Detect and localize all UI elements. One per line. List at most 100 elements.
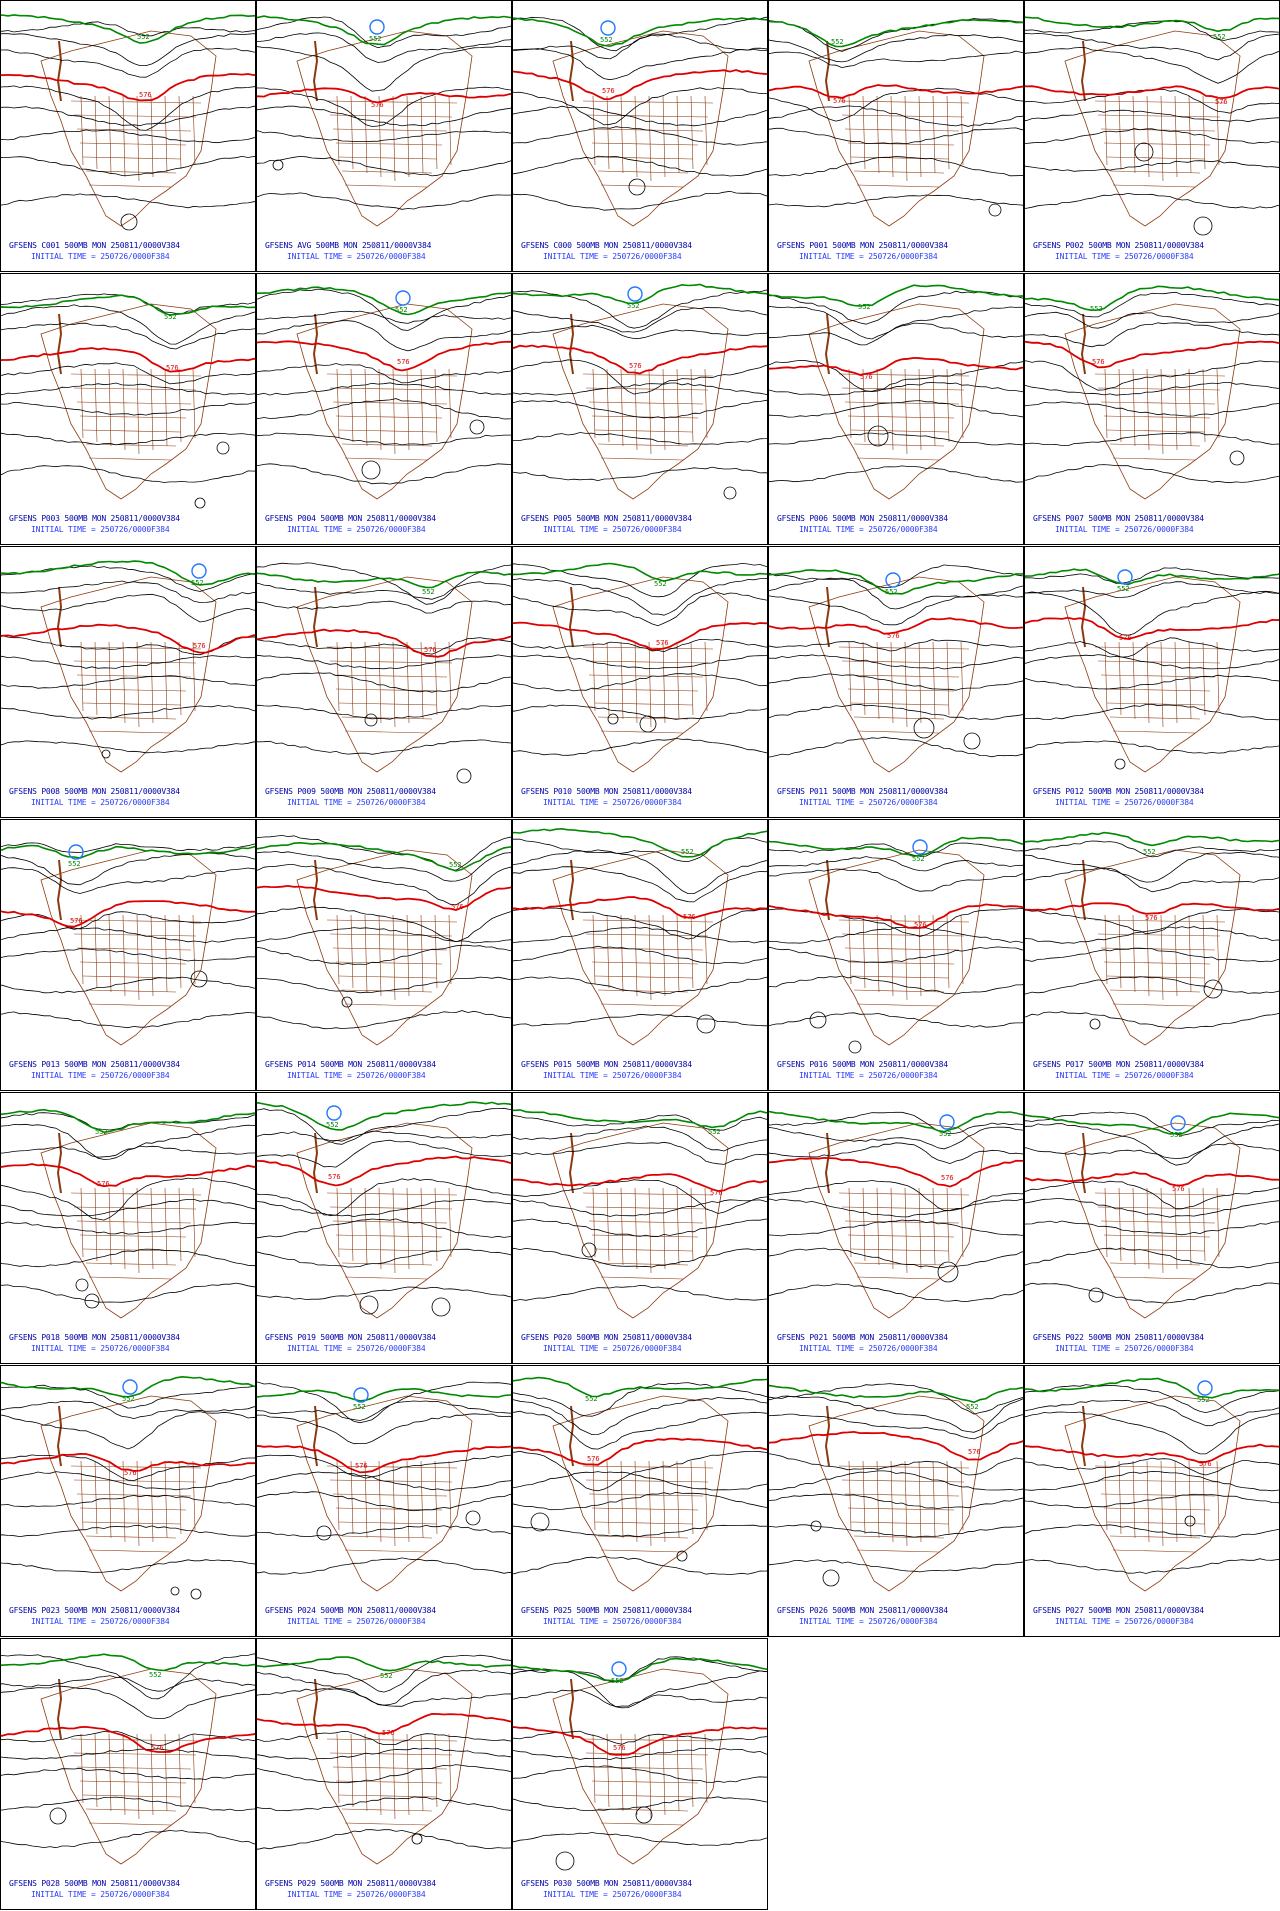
- contour-576-line: [513, 621, 767, 651]
- coastline: [40, 576, 217, 773]
- height-contours: [769, 1111, 1023, 1302]
- coastline: [40, 849, 217, 1046]
- contour-552-label: 552: [68, 860, 81, 868]
- panel-title: GFSENS AVG 500MB MON 250811/0000V384: [265, 241, 432, 250]
- coastline: [808, 303, 985, 500]
- height-contours: [1, 21, 255, 231]
- ensemble-member-map: 552 576 GFSENS P006 500MB MON 250811/0000V…: [768, 273, 1024, 545]
- contour-576-line: [769, 356, 1023, 376]
- ensemble-member-map: 552 576 GFSENS P027 500MB MON 250811/0000V…: [1024, 1365, 1280, 1637]
- ensemble-member-map: 552 576 GFSENS P013 500MB MON 250811/0000V…: [0, 819, 256, 1091]
- state-boundaries: [824, 859, 970, 1007]
- height-contour-map: 552 576: [769, 564, 1023, 773]
- contour-552-line: [257, 286, 511, 316]
- initial-time-label: INITIAL TIME = 250726/0000F384: [287, 1344, 426, 1353]
- height-contour-map: 552 576: [257, 1101, 511, 1319]
- contour-576-label: 576: [613, 1744, 626, 1752]
- initial-time-label: INITIAL TIME = 250726/0000F384: [31, 1071, 170, 1080]
- height-contour-map: 552 576: [257, 15, 511, 227]
- contour-552-line: [513, 1376, 767, 1398]
- height-contours: [1, 565, 255, 759]
- ensemble-member-map: 552 576 GFSENS P017 500MB MON 250811/0000V…: [1024, 819, 1280, 1091]
- contour-576-line: [513, 69, 767, 101]
- height-contour-map: 552 576: [1, 293, 255, 509]
- contour-552-label: 552: [422, 588, 435, 596]
- coastline: [296, 1122, 473, 1319]
- contour-552-line: [1, 560, 255, 586]
- state-boundaries: [56, 859, 202, 1007]
- height-contours: [1, 842, 255, 1029]
- contour-552-label: 552: [858, 303, 871, 311]
- initial-time-label: INITIAL TIME = 250726/0000F384: [287, 798, 426, 807]
- initial-time-label: INITIAL TIME = 250726/0000F384: [799, 1344, 938, 1353]
- height-contour-map: 552 576: [513, 16, 767, 227]
- coastline: [552, 30, 729, 227]
- initial-time-label: INITIAL TIME = 250726/0000F384: [287, 525, 426, 534]
- coastline: [1064, 576, 1241, 773]
- coastline: [296, 1395, 473, 1592]
- ensemble-member-map: 552 576 GFSENS P030 500MB MON 250811/0000V…: [512, 1638, 768, 1910]
- height-contour-map: 552 576: [257, 1381, 511, 1592]
- ensemble-member-map: 552 576 GFSENS P028 500MB MON 250811/0000V…: [0, 1638, 256, 1910]
- ensemble-member-map: 552 576 GFSENS P012 500MB MON 250811/0000V…: [1024, 546, 1280, 818]
- coastline: [296, 30, 473, 227]
- initial-time-label: INITIAL TIME = 250726/0000F384: [1055, 798, 1194, 807]
- contour-552-label: 552: [1170, 1131, 1183, 1139]
- initial-time-label: INITIAL TIME = 250726/0000F384: [31, 252, 170, 261]
- state-boundaries: [568, 586, 714, 734]
- initial-time-label: INITIAL TIME = 250726/0000F384: [31, 1344, 170, 1353]
- coastline: [40, 1668, 217, 1865]
- contour-552-line: [1025, 285, 1279, 312]
- height-contour-map: 552 576: [513, 562, 767, 773]
- coastline: [808, 30, 985, 227]
- coastline: [296, 303, 473, 500]
- ensemble-member-map: 552 576 GFSENS P018 500MB MON 250811/0000V…: [0, 1092, 256, 1364]
- contour-576-line: [257, 87, 511, 104]
- height-contour-map: 552 576: [1025, 285, 1279, 500]
- contour-552-label: 552: [1143, 848, 1156, 856]
- contour-552-label: 552: [95, 1128, 108, 1136]
- contour-552-label: 552: [353, 1403, 366, 1411]
- contour-576-line: [513, 1437, 767, 1466]
- state-boundaries: [824, 40, 970, 188]
- state-boundaries: [312, 859, 458, 1007]
- contour-552-line: [1, 1653, 255, 1672]
- panel-title: GFSENS P011 500MB MON 250811/0000V384: [777, 787, 948, 796]
- ensemble-member-map: 552 576 GFSENS P010 500MB MON 250811/0000V…: [512, 546, 768, 818]
- contour-576-label: 576: [602, 87, 615, 95]
- panel-title: GFSENS P016 500MB MON 250811/0000V384: [777, 1060, 948, 1069]
- contour-576-label: 576: [968, 1448, 981, 1456]
- coastline: [552, 849, 729, 1046]
- ensemble-member-map: 552 576 GFSENS P023 500MB MON 250811/0000V…: [0, 1365, 256, 1637]
- panel-title: GFSENS P018 500MB MON 250811/0000V384: [9, 1333, 180, 1342]
- initial-time-label: INITIAL TIME = 250726/0000F384: [1055, 252, 1194, 261]
- height-contours: [257, 834, 511, 1030]
- contour-552-line: [769, 836, 1023, 858]
- height-contours: [769, 564, 1023, 758]
- contour-576-label: 576: [371, 101, 384, 109]
- contour-576-line: [769, 84, 1023, 99]
- initial-time-label: INITIAL TIME = 250726/0000F384: [543, 1617, 682, 1626]
- contour-552-label: 552: [885, 588, 898, 596]
- initial-time-label: INITIAL TIME = 250726/0000F384: [31, 1890, 170, 1899]
- contour-576-label: 576: [97, 1180, 110, 1188]
- height-contours: [1, 1653, 255, 1849]
- initial-time-label: INITIAL TIME = 250726/0000F384: [543, 1890, 682, 1899]
- contour-576-label: 576: [629, 362, 642, 370]
- height-contour-map: 552 576: [1025, 1111, 1279, 1319]
- initial-time-label: INITIAL TIME = 250726/0000F384: [799, 525, 938, 534]
- contour-552-label: 552: [449, 861, 462, 869]
- contour-576-label: 576: [139, 91, 152, 99]
- coastline: [1064, 30, 1241, 227]
- ensemble-member-map: 552 576 GFSENS P019 500MB MON 250811/0000V…: [256, 1092, 512, 1364]
- height-contour-map: 552 576: [769, 18, 1023, 227]
- contour-576-line: [1, 73, 255, 102]
- contour-576-line: [513, 1726, 767, 1756]
- coastline: [808, 1395, 985, 1592]
- panel-title: GFSENS P009 500MB MON 250811/0000V384: [265, 787, 436, 796]
- initial-time-label: INITIAL TIME = 250726/0000F384: [1055, 1344, 1194, 1353]
- closed-low-contour: [191, 563, 207, 579]
- contour-552-label: 552: [149, 1671, 162, 1679]
- initial-time-label: INITIAL TIME = 250726/0000F384: [799, 1617, 938, 1626]
- height-contour-map: 552 576: [769, 836, 1023, 1054]
